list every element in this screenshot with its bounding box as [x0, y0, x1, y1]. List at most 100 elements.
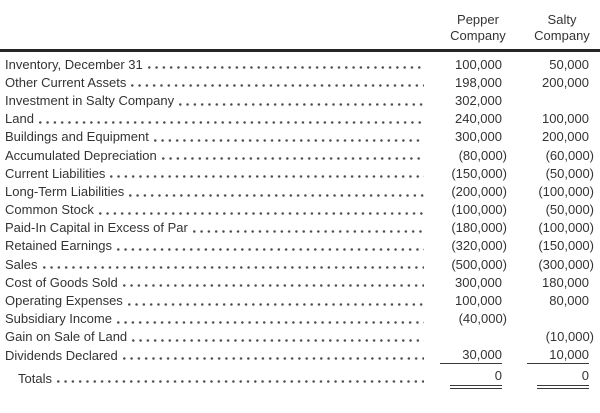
row-label: Retained Earnings	[5, 238, 112, 254]
row-label: Accumulated Depreciation	[5, 147, 157, 163]
pepper-value: (320,000)	[451, 238, 507, 254]
salty-value-cell: 200,000	[507, 75, 594, 90]
salty-value-cell: (100,000)	[507, 184, 594, 199]
row-label: Totals	[18, 370, 52, 386]
table-row: Operating Expenses 100,000 80,000	[5, 291, 594, 309]
salty-value: (10,000)	[545, 329, 594, 345]
salty-value: 50,000	[549, 56, 589, 72]
dot-leader	[127, 302, 424, 306]
salty-value-cell: (300,000)	[507, 257, 594, 272]
dot-leader	[116, 248, 424, 252]
table-row: Investment in Salty Company 302,000	[5, 91, 594, 109]
pepper-value: (180,000)	[451, 220, 507, 236]
salty-value: (150,000)	[538, 238, 594, 254]
salty-value: 80,000	[549, 293, 589, 309]
pepper-value-cell: (100,000)	[430, 202, 507, 217]
row-label: Other Current Assets	[5, 74, 127, 90]
column-header-salty-line1: Salty	[547, 12, 577, 27]
pepper-value: 302,000	[455, 92, 502, 108]
dot-leader	[56, 380, 424, 384]
header-rule	[0, 49, 600, 52]
salty-value-cell: (50,000)	[507, 202, 594, 217]
table-row: Subsidiary Income (40,000)	[5, 310, 594, 328]
dot-leader	[153, 138, 424, 142]
row-label: Buildings and Equipment	[5, 129, 149, 145]
salty-value: 200,000	[542, 129, 589, 145]
pepper-value-cell: 302,000	[430, 93, 507, 108]
column-header-salty-line2: Company	[534, 28, 590, 43]
salty-value-cell: 50,000	[507, 57, 594, 72]
table-row: Long-Term Liabilities (200,000) (100,000)	[5, 182, 594, 200]
dot-leader	[38, 120, 424, 124]
dot-leader	[122, 284, 424, 288]
salty-value: (300,000)	[538, 256, 594, 272]
table-row: Common Stock (100,000) (50,000)	[5, 201, 594, 219]
dot-leader	[179, 102, 424, 106]
row-label: Subsidiary Income	[5, 311, 112, 327]
pepper-value-cell: (200,000)	[430, 184, 507, 199]
pepper-value-cell: 300,000	[430, 275, 507, 290]
salty-value-cell: 100,000	[507, 111, 594, 126]
row-label: Common Stock	[5, 202, 94, 218]
pepper-value: 100,000	[455, 293, 502, 309]
pepper-value: 300,000	[455, 129, 502, 145]
column-header-pepper-line1: Pepper	[457, 12, 499, 27]
salty-value-cell: 180,000	[507, 275, 594, 290]
salty-value-cell: 80,000	[507, 293, 594, 308]
pepper-value-cell: 0	[430, 368, 507, 389]
row-label: Cost of Goods Sold	[5, 274, 118, 290]
pepper-value-cell: 30,000	[430, 347, 507, 364]
row-label: Land	[5, 111, 34, 127]
salty-value: 10,000	[527, 347, 589, 364]
salty-value: (100,000)	[538, 220, 594, 236]
row-label: Gain on Sale of Land	[5, 329, 128, 345]
salty-value: 180,000	[542, 274, 589, 290]
salty-value: (50,000)	[545, 165, 594, 181]
pepper-value: (500,000)	[451, 256, 507, 272]
row-label: Inventory, December 31	[5, 56, 143, 72]
pepper-value-cell: (500,000)	[430, 257, 507, 272]
row-label: Paid-In Capital in Excess of Par	[5, 220, 188, 236]
pepper-value-cell: (180,000)	[430, 220, 507, 235]
pepper-value-cell: (40,000)	[430, 311, 507, 326]
column-header-pepper-line2: Company	[450, 28, 506, 43]
dot-leader	[98, 211, 424, 215]
table-row: Gain on Sale of Land (10,000)	[5, 328, 594, 346]
salty-value: 200,000	[542, 74, 589, 90]
pepper-value: (100,000)	[451, 202, 507, 218]
dot-leader	[132, 339, 424, 342]
pepper-value: 0	[450, 368, 502, 389]
salty-value-cell: (100,000)	[507, 220, 594, 235]
dot-leader	[129, 193, 424, 197]
dot-leader	[42, 266, 424, 270]
dot-leader	[147, 66, 424, 70]
table-row: Sales (500,000) (300,000)	[5, 255, 594, 273]
pepper-value: 100,000	[455, 56, 502, 72]
salty-value: 100,000	[542, 111, 589, 127]
table-row: Land 240,000 100,000	[5, 110, 594, 128]
salty-value-cell: 0	[507, 368, 594, 389]
table-body: Inventory, December 31 100,000 50,000 Other…	[5, 55, 594, 389]
table-row: Other Current Assets 198,000 200,000	[5, 73, 594, 91]
pepper-value-cell: (150,000)	[430, 166, 507, 181]
pepper-value: 300,000	[455, 274, 502, 290]
column-header-pepper: Pepper Company	[433, 12, 523, 44]
pepper-value: 240,000	[455, 111, 502, 127]
pepper-value: 198,000	[455, 74, 502, 90]
pepper-value-cell: 240,000	[430, 111, 507, 126]
pepper-value-cell: 100,000	[430, 57, 507, 72]
row-label: Long-Term Liabilities	[5, 183, 125, 199]
row-label: Sales	[5, 256, 38, 272]
dot-leader	[161, 157, 424, 161]
table-row: Inventory, December 31 100,000 50,000	[5, 55, 594, 73]
pepper-value-cell: 300,000	[430, 129, 507, 144]
pepper-value: (80,000)	[458, 147, 507, 163]
dot-leader	[116, 320, 424, 324]
salty-value: (50,000)	[545, 202, 594, 218]
salty-value-cell: (50,000)	[507, 166, 594, 181]
salty-value: 0	[537, 368, 589, 389]
dot-leader	[122, 357, 424, 361]
pepper-value: (40,000)	[458, 311, 507, 327]
dot-leader	[110, 175, 424, 179]
salty-value-cell: (150,000)	[507, 238, 594, 253]
